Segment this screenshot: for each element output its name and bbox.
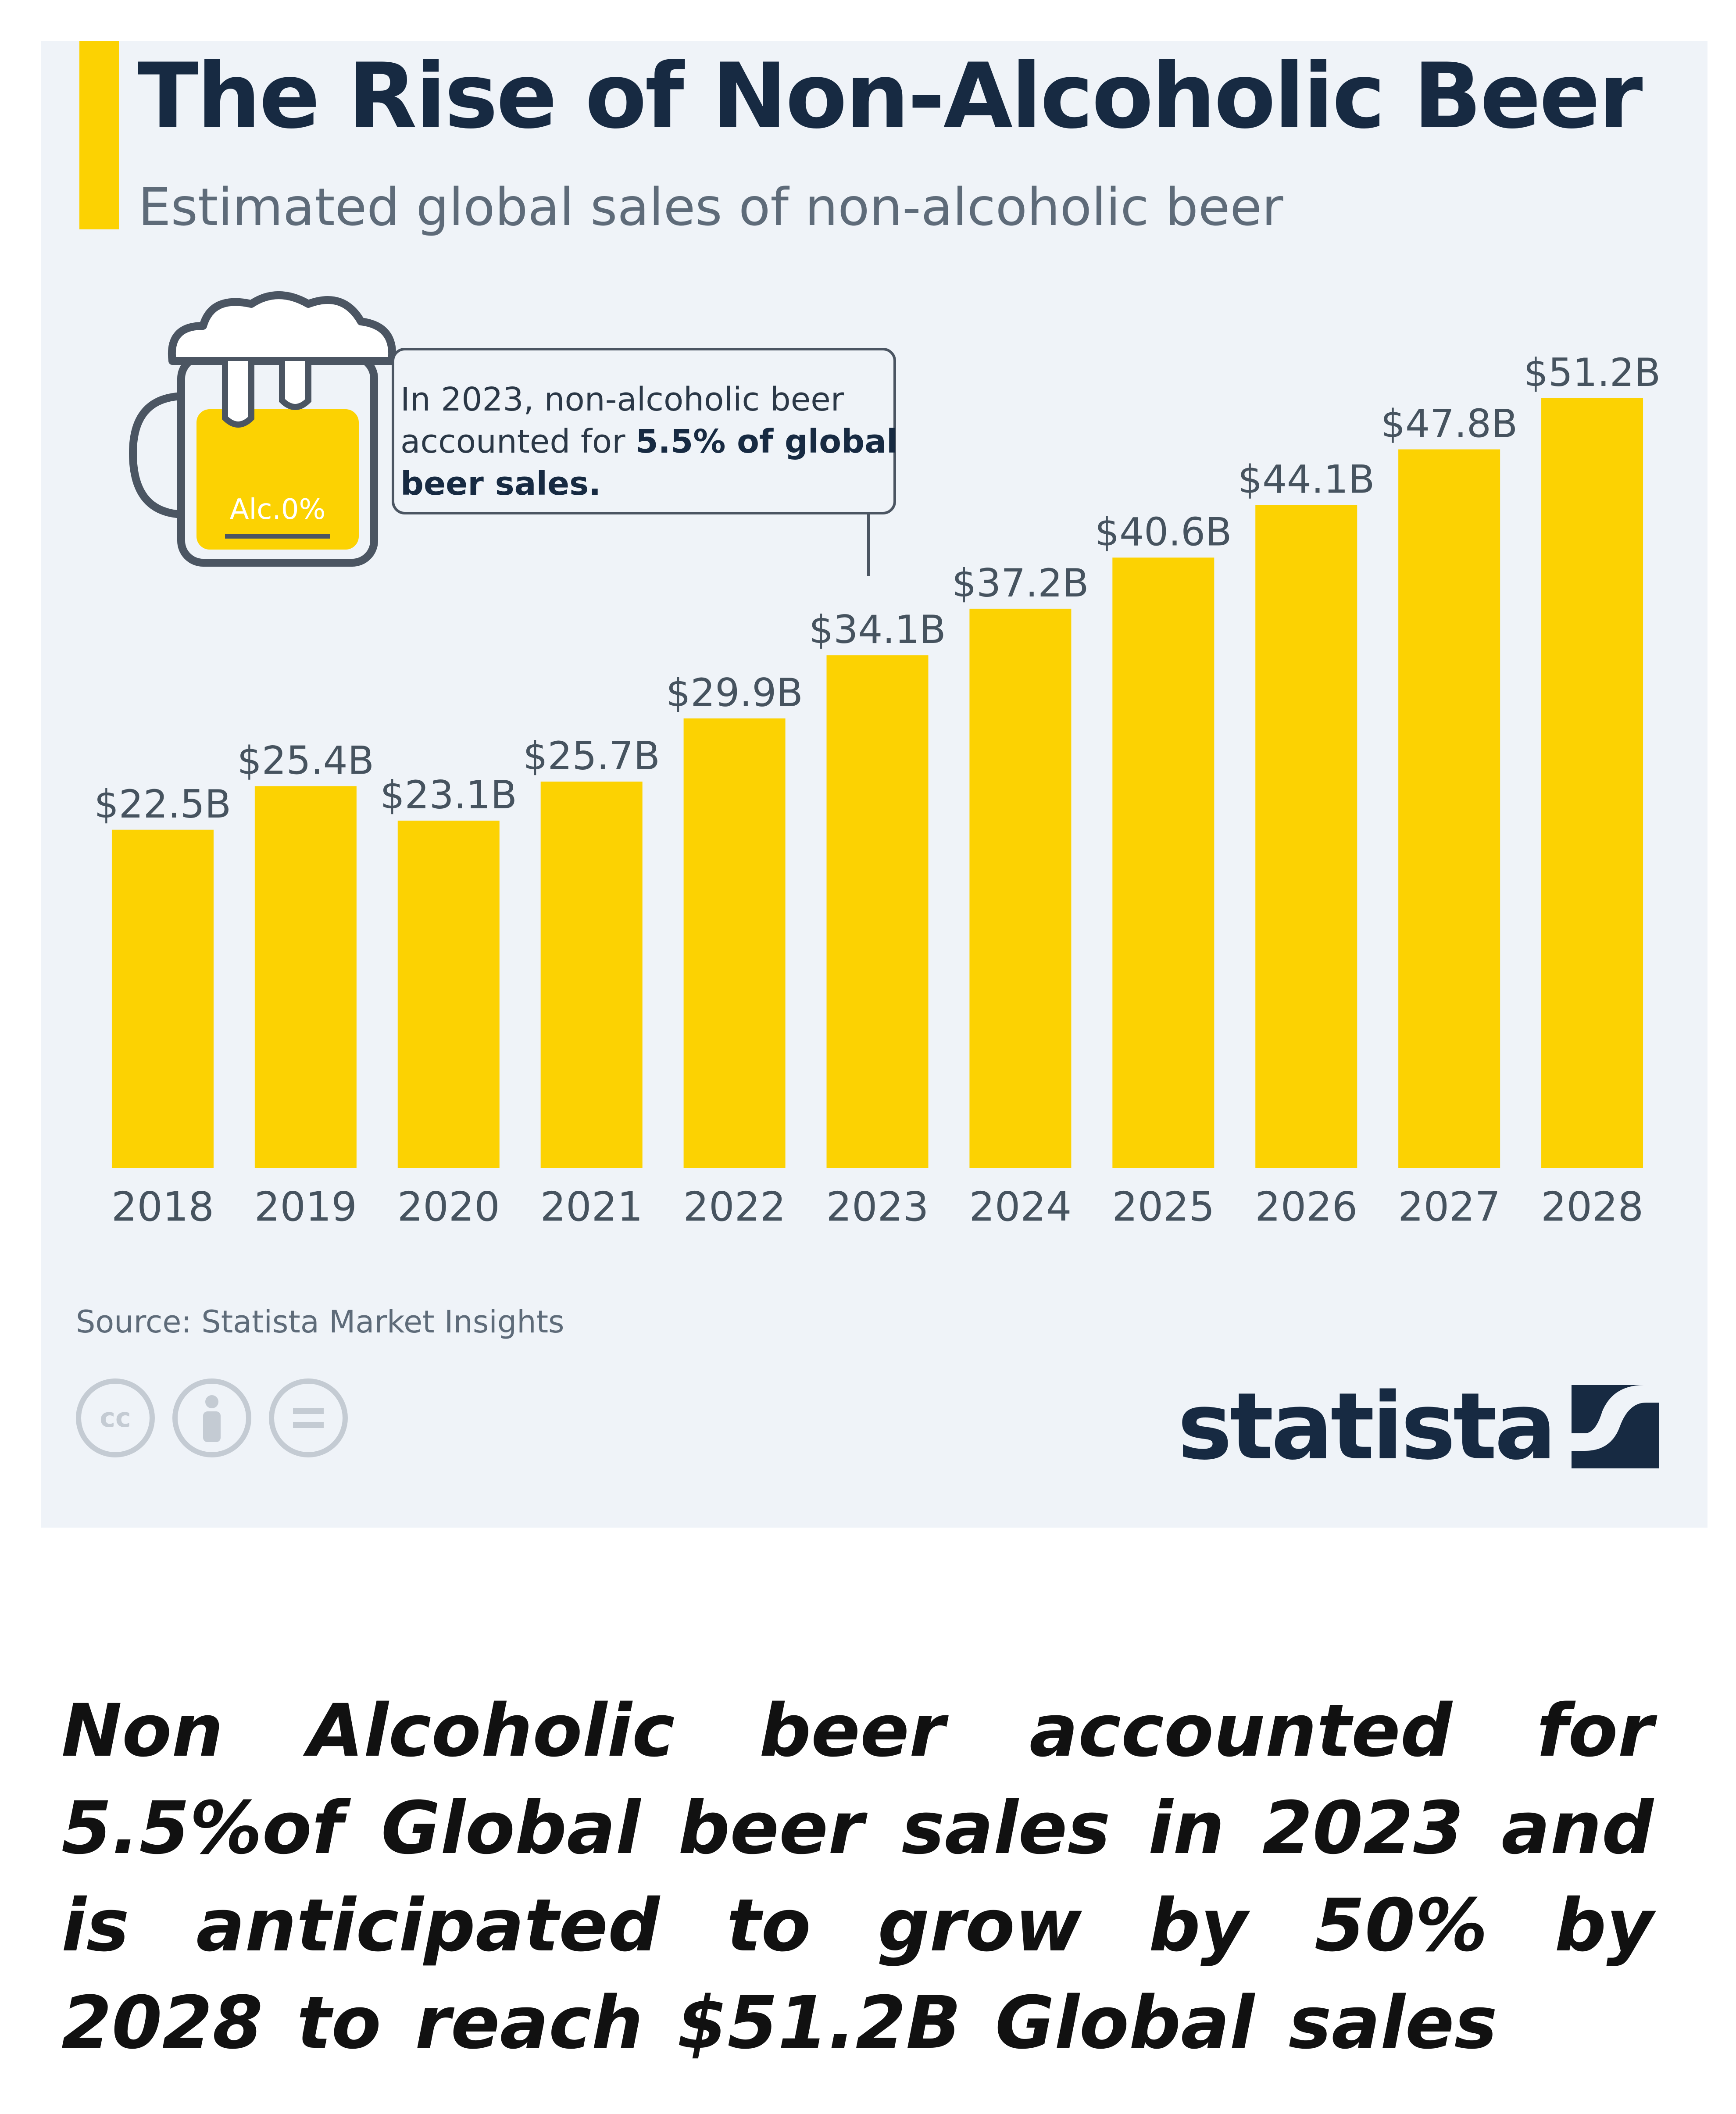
value-label-2026: $44.1B [1238, 457, 1375, 502]
statista-logo-icon [1572, 1385, 1659, 1468]
accent-bar [79, 41, 119, 229]
value-label-2028: $51.2B [1524, 350, 1661, 395]
value-label-2020: $23.1B [380, 772, 517, 818]
equals-icon[interactable] [269, 1378, 348, 1457]
bars-group [111, 398, 1643, 1168]
bar-2022 [683, 718, 786, 1168]
value-label-2025: $40.6B [1095, 509, 1232, 554]
brand-name: statista [1177, 1373, 1557, 1480]
statista-logo[interactable]: statista [1177, 1373, 1659, 1480]
license-icons: cc [76, 1378, 348, 1466]
category-label-2025: 2025 [1112, 1183, 1214, 1230]
bar-2027 [1398, 449, 1500, 1168]
category-label-2028: 2028 [1541, 1183, 1643, 1230]
value-label-2019: $25.4B [237, 738, 374, 783]
chart-subtitle: Estimated global sales of non-alcoholic … [138, 177, 1283, 237]
bar-2026 [1255, 505, 1357, 1168]
bar-2019 [254, 786, 357, 1168]
category-label-2019: 2019 [254, 1183, 357, 1230]
category-labels-group: 2018 2019 2020 2021 2022 2023 2024 2025 2026 2027… [111, 1183, 1643, 1230]
caption-text: Non Alcoholic beer accounted for 5.5%of … [61, 1689, 1654, 2065]
bar-2028 [1541, 398, 1643, 1168]
value-label-2024: $37.2B [952, 561, 1089, 606]
category-label-2026: 2026 [1255, 1183, 1357, 1230]
bar-chart: $22.5B$25.4B$23.1B$25.7B$29.9B$34.1B$37.… [94, 350, 1661, 1230]
value-label-2027: $47.8B [1381, 401, 1518, 446]
value-label-2023: $34.1B [809, 607, 946, 652]
value-label-2022: $29.9B [666, 670, 803, 715]
infographic-card: The Rise of Non-Alcoholic Beer Estimated… [41, 41, 1707, 1528]
bar-2020 [397, 821, 500, 1168]
value-labels-group: $22.5B$25.4B$23.1B$25.7B$29.9B$34.1B$37.… [94, 350, 1661, 827]
category-label-2024: 2024 [969, 1183, 1072, 1230]
category-label-2027: 2027 [1398, 1183, 1500, 1230]
category-label-2021: 2021 [540, 1183, 643, 1230]
bar-2023 [826, 655, 929, 1168]
value-label-2018: $22.5B [94, 782, 231, 827]
callout-box [392, 348, 896, 514]
cc-icon[interactable]: cc [76, 1378, 155, 1457]
category-label-2020: 2020 [397, 1183, 500, 1230]
person-icon[interactable] [172, 1378, 251, 1457]
callout-pointer [867, 514, 870, 576]
source-note: Source: Statista Market Insights [76, 1304, 564, 1340]
callout-text: In 2023, non-alcoholic beer accounted fo… [400, 379, 927, 505]
bar-2024 [969, 608, 1072, 1168]
bar-2018 [111, 829, 214, 1168]
mug-label: Alc.0% [230, 493, 326, 526]
callout-text-bold: 5.5% of global beer sales. [400, 423, 898, 503]
value-label-2021: $25.7B [523, 733, 660, 778]
category-label-2018: 2018 [111, 1183, 214, 1230]
category-label-2023: 2023 [826, 1183, 929, 1230]
category-label-2022: 2022 [683, 1183, 786, 1230]
chart-title: The Rise of Non-Alcoholic Beer [137, 44, 1643, 149]
bar-2021 [540, 782, 643, 1168]
beer-mug-icon: Alc.0% [129, 291, 396, 567]
bar-2025 [1112, 557, 1214, 1168]
callout-text-regular: In 2023, non-alcoholic beer accounted fo… [400, 381, 844, 461]
